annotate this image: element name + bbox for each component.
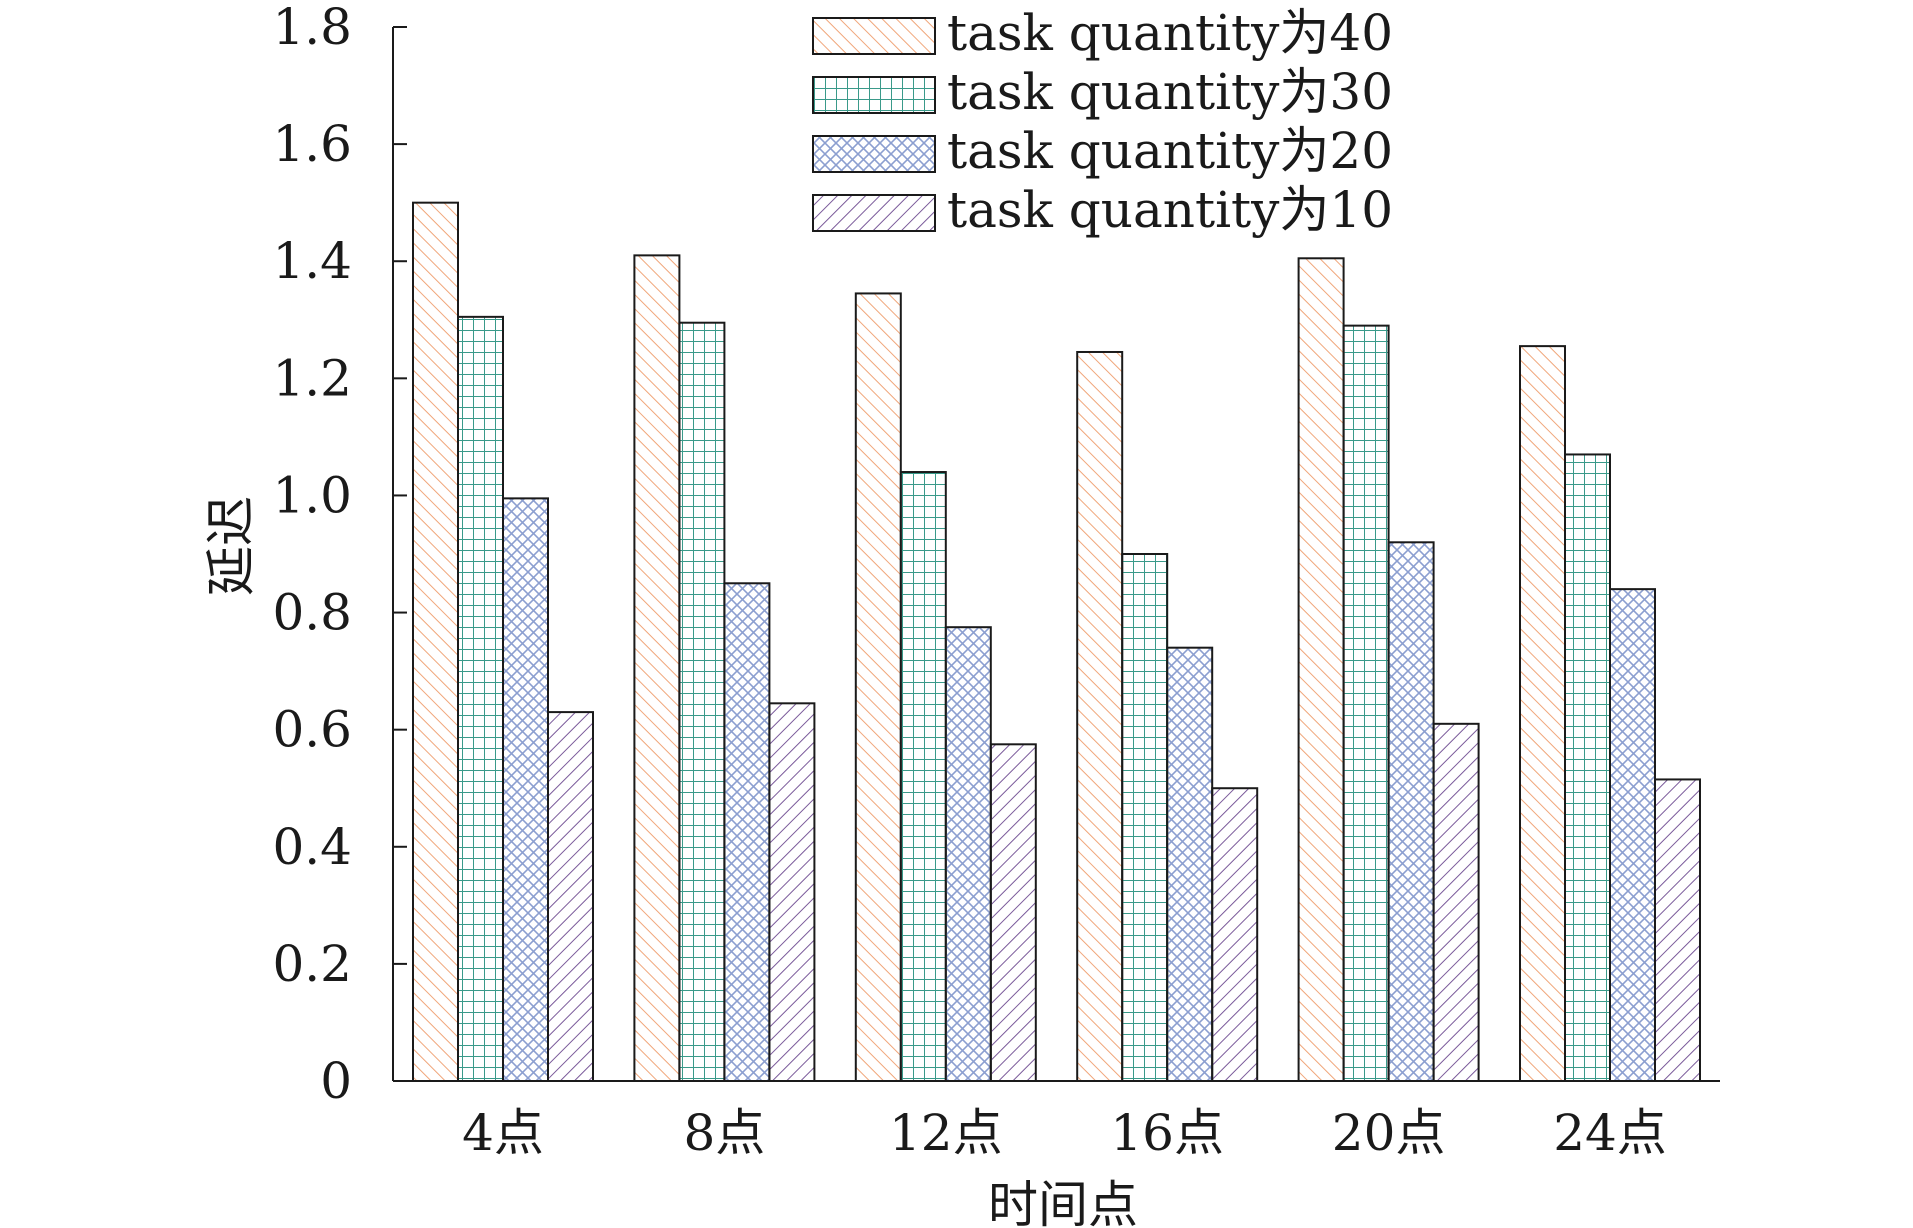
y-tick-label: 1.0: [272, 466, 352, 524]
legend-swatch-1: [812, 17, 936, 55]
legend-label-4: task quantity为10: [947, 181, 1393, 239]
legend-swatch-2: [812, 76, 936, 114]
bars: [412, 201, 1701, 1083]
bar-4点-series-3: [502, 497, 549, 1083]
bar-4点-series-1: [412, 201, 459, 1082]
y-tick-label: 0.8: [272, 584, 352, 642]
bar-8点-series-3: [723, 582, 771, 1082]
y-tick-label: 0.6: [272, 701, 352, 759]
legend-swatch-4: [812, 194, 936, 232]
bar-20点-series-2: [1342, 324, 1390, 1082]
y-tick-label: 1.4: [272, 232, 352, 290]
bar-24点-series-3: [1609, 588, 1656, 1083]
y-tick-label: 0.4: [272, 818, 352, 876]
bar-24点-series-4: [1654, 778, 1701, 1082]
y-axis-title: 延迟: [202, 496, 260, 596]
bar-20点-series-1: [1297, 257, 1345, 1082]
x-tick-label: 24点: [1553, 1104, 1667, 1162]
bar-20点-series-4: [1432, 722, 1480, 1082]
bar-12点-series-2: [899, 471, 947, 1082]
x-axis-title: 时间点: [988, 1176, 1138, 1228]
x-tick-label: 4点: [462, 1104, 544, 1162]
bar-16点-series-1: [1076, 350, 1124, 1082]
y-tick-label: 1.8: [272, 0, 352, 56]
legend-label-1: task quantity为40: [947, 4, 1393, 62]
x-tick-label: 12点: [889, 1104, 1003, 1162]
y-tick-label: 1.6: [272, 115, 352, 173]
bar-4点-series-2: [457, 315, 504, 1083]
legend-label-3: task quantity为20: [947, 122, 1393, 180]
y-tick-label: 1.2: [272, 349, 352, 407]
bar-4点-series-4: [547, 711, 594, 1082]
x-tick-label: 20点: [1332, 1104, 1446, 1162]
bar-12点-series-3: [944, 626, 992, 1082]
bar-12点-series-4: [989, 743, 1037, 1082]
legend-label-2: task quantity为30: [947, 63, 1393, 121]
legend-swatch-3: [812, 135, 936, 173]
x-tick-label: 8点: [683, 1104, 765, 1162]
bar-8点-series-1: [633, 254, 681, 1083]
bar-16点-series-4: [1211, 787, 1259, 1082]
bar-24点-series-2: [1564, 453, 1611, 1082]
bar-8点-series-4: [768, 702, 816, 1082]
x-tick-labels: 4点 8点 12点 16点 20点 24点: [462, 1104, 1667, 1162]
bar-20点-series-3: [1387, 541, 1435, 1082]
bar-16点-series-3: [1166, 646, 1214, 1082]
x-tick-label: 16点: [1110, 1104, 1224, 1162]
y-tick-label: 0.2: [272, 935, 352, 993]
bar-24点-series-1: [1519, 345, 1566, 1082]
y-tick-label: 0: [320, 1052, 352, 1110]
y-ticks: 0 0.2 0.4 0.6 0.8 1.0 1.2 1.4 1.6 1.8: [272, 0, 407, 1110]
bar-12点-series-1: [854, 292, 902, 1082]
bar-16点-series-2: [1121, 553, 1169, 1082]
axes: [392, 27, 1720, 1082]
bar-8点-series-2: [678, 321, 726, 1082]
